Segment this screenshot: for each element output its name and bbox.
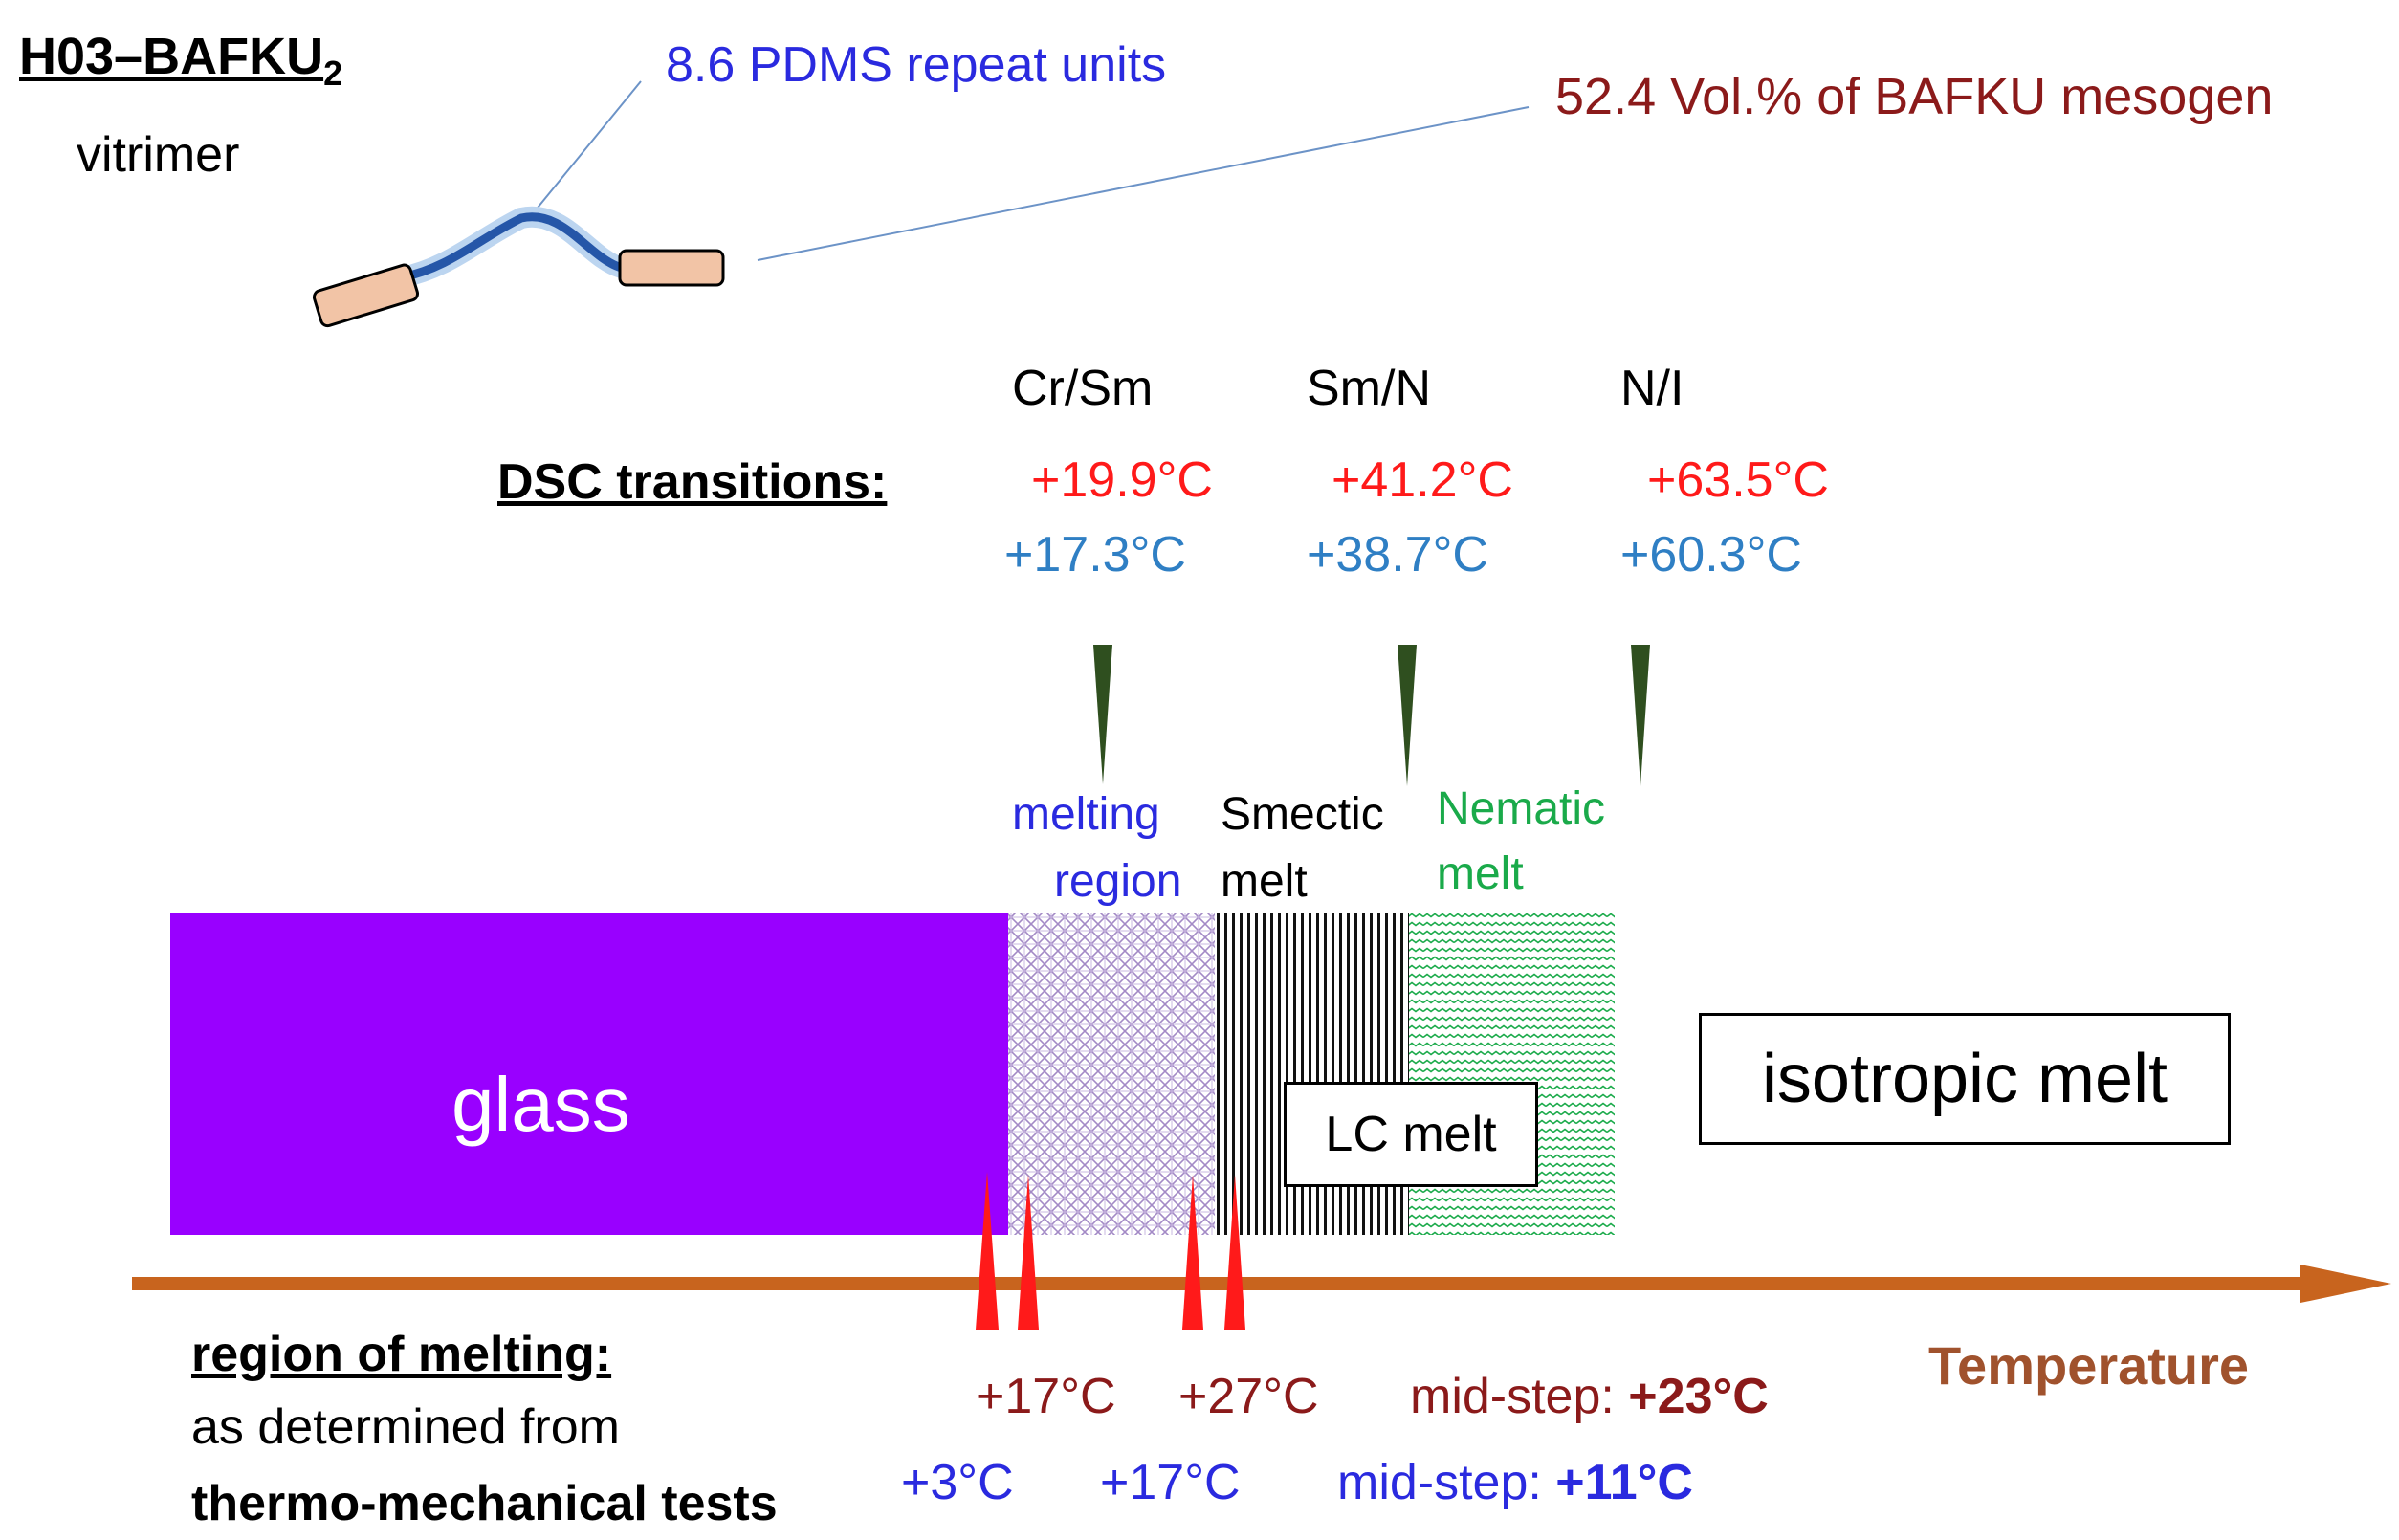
tma-set1-mid-value: +23°C <box>1628 1369 1769 1424</box>
cooling-n-i: +60.3°C <box>1620 527 1802 583</box>
mesogen-right <box>618 249 725 287</box>
pdms-annotation: 8.6 PDMS repeat units <box>666 37 1167 93</box>
title-main: H03–BAFKU <box>19 28 324 85</box>
tma-set1-high: +27°C <box>1178 1369 1319 1424</box>
mesogen-annotation: 52.4 Vol.% of BAFKU mesogen <box>1555 68 2274 125</box>
transition-name-sm-n: Sm/N <box>1307 361 1431 416</box>
tma-set2-mid-value: +11°C <box>1555 1455 1693 1510</box>
transition-name-n-i: N/I <box>1620 361 1684 416</box>
smectic-label-1: Smectic <box>1221 789 1384 840</box>
melting-heading: region of melting: <box>191 1327 612 1382</box>
temperature-axis-arrowhead <box>2300 1265 2391 1303</box>
nematic-label-2: melt <box>1437 848 1524 899</box>
heating-n-i: +63.5°C <box>1647 452 1829 508</box>
title: H03–BAFKU2 <box>19 31 342 91</box>
glass-bar <box>170 913 1008 1235</box>
pdms-leader-line <box>533 80 642 213</box>
lc-melt-label: LC melt <box>1325 1107 1497 1162</box>
tma-set2-high: +17°C <box>1100 1455 1241 1510</box>
sm-n-marker <box>1398 645 1417 786</box>
tma-set2-mid-label: mid-step: <box>1337 1455 1542 1510</box>
melting-line2: as determined from <box>191 1399 620 1455</box>
melting-region-label-1: melting <box>1012 789 1160 840</box>
heating-sm-n: +41.2°C <box>1332 452 1513 508</box>
tma-set1-mid-label: mid-step: <box>1410 1369 1615 1424</box>
cooling-cr-sm: +17.3°C <box>1004 527 1186 583</box>
tma-marker-2 <box>1018 1175 1039 1330</box>
molecule-illustration <box>312 80 1530 328</box>
tma-marker-1 <box>976 1172 999 1330</box>
melting-region-label-2: region <box>1054 856 1182 907</box>
glass-label: glass <box>451 1062 630 1147</box>
melting-line3: thermo-mechanical tests <box>191 1476 778 1531</box>
tma-marker-4 <box>1224 1175 1245 1330</box>
dsc-label: DSC transitions: <box>497 454 888 510</box>
tma-set2-mid: mid-step: +11°C <box>1337 1458 1693 1507</box>
isotropic-melt-label: isotropic melt <box>1761 1041 2168 1117</box>
tma-set1-mid: mid-step: +23°C <box>1410 1372 1769 1421</box>
transition-name-cr-sm: Cr/Sm <box>1012 361 1154 416</box>
temperature-axis-label: Temperature <box>1928 1335 2250 1396</box>
title-subscript: 2 <box>323 53 343 93</box>
melting-region-bar <box>1008 913 1215 1235</box>
n-i-marker <box>1631 645 1650 786</box>
subtitle: vitrimer <box>77 127 240 183</box>
smectic-label-2: melt <box>1221 856 1308 907</box>
nematic-label-1: Nematic <box>1437 783 1606 834</box>
mesogen-left <box>312 263 419 328</box>
cooling-sm-n: +38.7°C <box>1307 527 1488 583</box>
lc-melt-box: LC melt <box>1284 1082 1538 1187</box>
isotropic-melt-box: isotropic melt <box>1699 1013 2231 1145</box>
tma-marker-3 <box>1182 1175 1203 1330</box>
tma-set2-low: +3°C <box>901 1455 1014 1510</box>
tma-set1-low: +17°C <box>976 1369 1116 1424</box>
heating-cr-sm: +19.9°C <box>1031 452 1213 508</box>
cr-sm-marker <box>1093 645 1112 784</box>
mesogen-leader-line <box>757 106 1530 261</box>
